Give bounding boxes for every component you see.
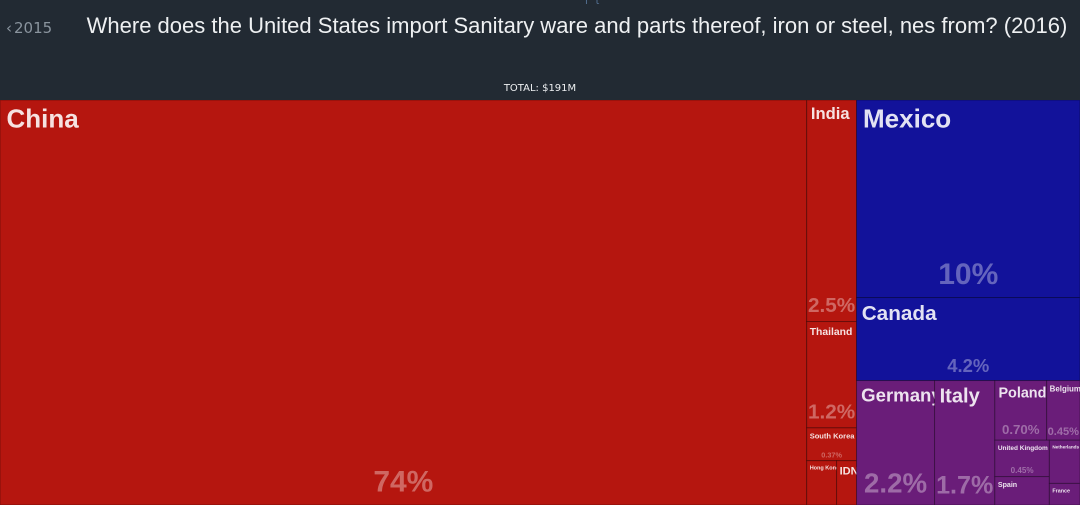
cell-label: Mexico bbox=[863, 103, 951, 133]
cell-label: United Kingdom bbox=[998, 445, 1048, 452]
cell-value: 4.2% bbox=[947, 355, 989, 376]
cell-value: 1.2% bbox=[808, 401, 855, 424]
treemap-cell bbox=[856, 297, 1080, 382]
treemap-cell bbox=[856, 100, 1080, 299]
treemap-cell bbox=[806, 100, 858, 323]
cell-label: Poland bbox=[998, 385, 1046, 401]
treemap-cell bbox=[1048, 439, 1080, 484]
cell-label: Germany bbox=[861, 384, 942, 405]
cell-label: China bbox=[7, 103, 80, 133]
cell-label: Thailand bbox=[810, 327, 853, 338]
treemap-cell bbox=[1046, 380, 1080, 441]
cell-label: Canada bbox=[862, 302, 937, 325]
cell-label: Italy bbox=[940, 386, 981, 408]
social-icons[interactable]: f t bbox=[585, 0, 600, 7]
cell-value: 0.37% bbox=[821, 450, 842, 459]
treemap-cell bbox=[994, 380, 1048, 441]
cell-value: 2.2% bbox=[864, 468, 927, 499]
cell-label: IDN bbox=[840, 466, 859, 478]
cell-value: 2.5% bbox=[808, 294, 855, 317]
cell-value: 1.7% bbox=[936, 472, 993, 500]
cell-label: France bbox=[1052, 488, 1070, 494]
cell-label: South Korea bbox=[810, 432, 856, 441]
previous-year[interactable]: ‹ 2015 bbox=[6, 19, 53, 37]
treemap: China 74% India 2.5% Thailand 1.2% South Korea… bbox=[0, 100, 1080, 505]
cell-value: 0.70% bbox=[1002, 422, 1040, 437]
cell-label: Hong Kong bbox=[810, 466, 840, 472]
header: f t ‹ 2015 Where does the United States i… bbox=[0, 0, 1080, 100]
treemap-cell bbox=[0, 100, 808, 505]
cell-label: India bbox=[811, 104, 850, 123]
treemap-cell bbox=[856, 380, 936, 505]
cell-label: Belgium bbox=[1050, 385, 1080, 394]
previous-year-label[interactable]: 2015 bbox=[14, 19, 53, 37]
cell-value: 74% bbox=[373, 466, 433, 499]
cell-value: 0.45% bbox=[1048, 426, 1080, 438]
chart-subtitle: TOTAL: $191M bbox=[503, 83, 577, 94]
treemap-cell bbox=[934, 380, 996, 505]
cell-label: Netherlands bbox=[1052, 444, 1079, 449]
treemap-cell bbox=[994, 476, 1050, 505]
cell-label: Spain bbox=[998, 481, 1017, 489]
cell-value: 0.45% bbox=[1011, 466, 1034, 475]
treemap-cell bbox=[806, 321, 858, 429]
treemap-cell bbox=[806, 427, 858, 462]
cell-value: 10% bbox=[938, 258, 998, 291]
chart-title: Where does the United States import Sani… bbox=[86, 13, 1068, 38]
